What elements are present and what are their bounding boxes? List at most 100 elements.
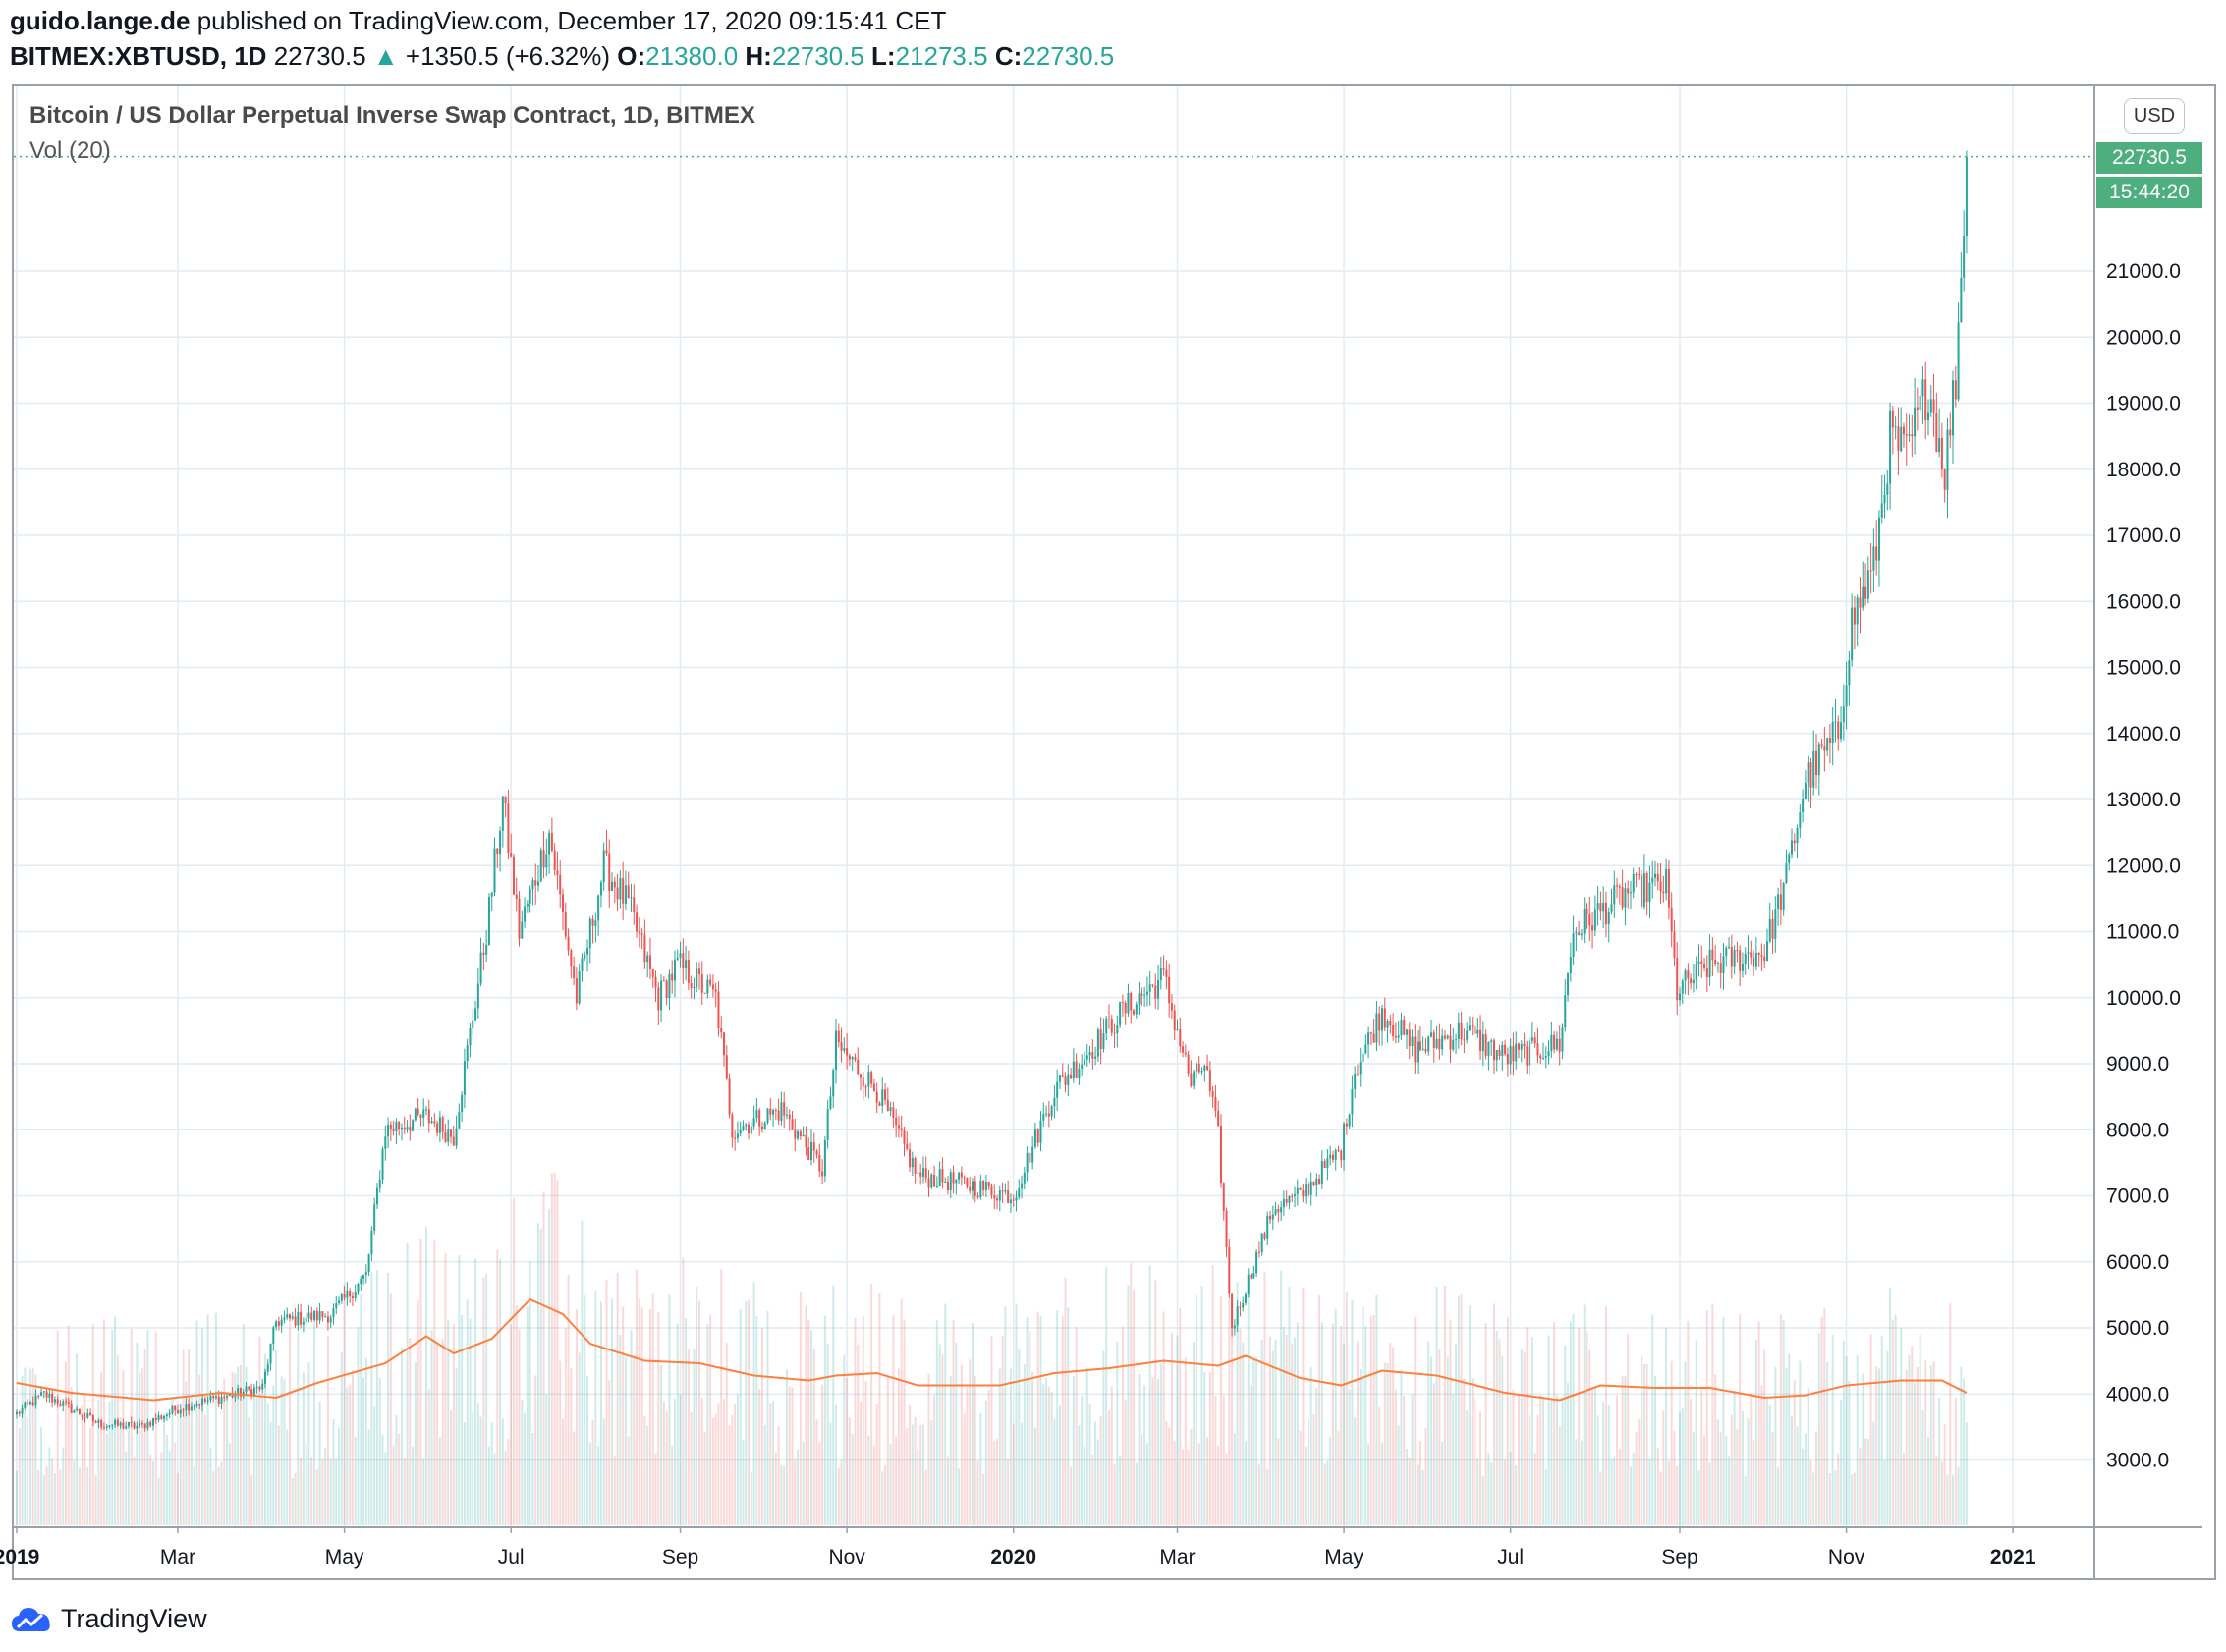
volume-bar [1673,1430,1676,1525]
volume-bar [1692,1431,1695,1525]
volume-bar [461,1315,464,1525]
candle-body [998,1190,1001,1201]
volume-bar [1359,1369,1362,1525]
volume-bar [693,1349,696,1525]
volume-bar [974,1376,976,1525]
volume-bar [1421,1469,1424,1525]
volume-bar [682,1257,685,1525]
volume-bar [534,1375,537,1525]
candle-body [1905,434,1908,436]
candle-body [748,1124,751,1134]
volume-bar [1427,1341,1430,1525]
candle-body [955,1179,958,1184]
candle-body [742,1126,745,1130]
volume-bar [1121,1326,1124,1525]
candle-body [597,895,600,921]
candle-body [392,1129,395,1131]
x-tick-label: Nov [828,1546,865,1569]
candle-body [329,1317,332,1323]
candle-body [1826,738,1829,751]
volume-bar [1760,1385,1763,1525]
candle-body [1774,909,1777,939]
volume-bar [203,1414,206,1525]
volume-bar [963,1413,966,1525]
candle-body [1927,412,1929,420]
volume-bar [31,1367,34,1525]
volume-bar [597,1446,600,1525]
volume-bar [1572,1313,1575,1525]
candle-body [534,880,537,886]
candle-body [760,1126,763,1129]
volume-indicator-label[interactable]: Vol (20) [29,138,111,164]
volume-bar [1135,1462,1138,1525]
candle-body [1121,1002,1124,1004]
candle-body [450,1129,453,1137]
candle-body [982,1181,985,1190]
volume-bar [1200,1286,1203,1525]
volume-bar [1162,1311,1165,1525]
volume-bar [504,1451,507,1525]
volume-bar [485,1274,488,1525]
volume-bar [1665,1327,1668,1525]
candle-body [1621,887,1624,908]
volume-bar [160,1452,163,1525]
volume-bar [1061,1316,1064,1525]
low-value: 21273.5 [895,41,988,71]
candle-body [51,1393,54,1403]
candle-body [499,831,502,854]
candle-body [1315,1178,1318,1186]
volume-bar [1799,1360,1802,1525]
volume-bar [531,1433,534,1525]
candle-body [972,1181,974,1191]
candle-body [1965,156,1968,237]
currency-button[interactable]: USD [2124,98,2185,134]
volume-bar [1880,1335,1883,1525]
x-tick-label: Nov [1828,1546,1865,1569]
candle-body [455,1128,458,1146]
candle-body [1656,873,1659,882]
volume-bar [1381,1442,1383,1525]
volume-bar [1193,1342,1196,1525]
volume-bar [237,1366,240,1525]
volume-bar [139,1372,141,1525]
volume-bar [455,1368,458,1525]
candle-body [1364,1044,1367,1054]
candle-body [67,1402,70,1404]
candle-body [1479,1029,1482,1052]
volume-bar [1791,1415,1793,1525]
author[interactable]: guido.lange.de [10,6,191,35]
volume-bar [1957,1466,1960,1525]
volume-bar [777,1426,780,1525]
candle-body [952,1172,955,1184]
candle-body [1638,874,1641,876]
candle-body [774,1110,777,1112]
candle-body [1386,1021,1389,1028]
candle-body [220,1396,223,1404]
candle-body [545,854,548,868]
candle-body [1728,947,1731,949]
candle-body [1815,750,1818,775]
candle-body [840,1042,843,1051]
volume-bar [1091,1454,1094,1525]
candle-body [97,1420,100,1423]
candle-body [1280,1207,1283,1213]
x-tick-label: May [1324,1546,1363,1569]
volume-bar [165,1435,168,1525]
tradingview-logo[interactable]: TradingView [10,1599,207,1638]
volume-bar [1419,1441,1421,1525]
volume-bar [772,1401,775,1525]
volume-bar [447,1320,450,1525]
candle-body [463,1061,466,1095]
candle-body [1231,1293,1234,1329]
volume-bar [1812,1472,1815,1525]
candle-body [1796,828,1799,844]
volume-bar [1771,1431,1774,1525]
volume-bar [419,1239,422,1525]
volume-bar [984,1400,987,1525]
volume-bar [1001,1336,1004,1525]
candle-body [794,1129,797,1139]
candle-body [867,1072,870,1087]
volume-bar [97,1399,100,1525]
volume-bar [1299,1431,1302,1525]
